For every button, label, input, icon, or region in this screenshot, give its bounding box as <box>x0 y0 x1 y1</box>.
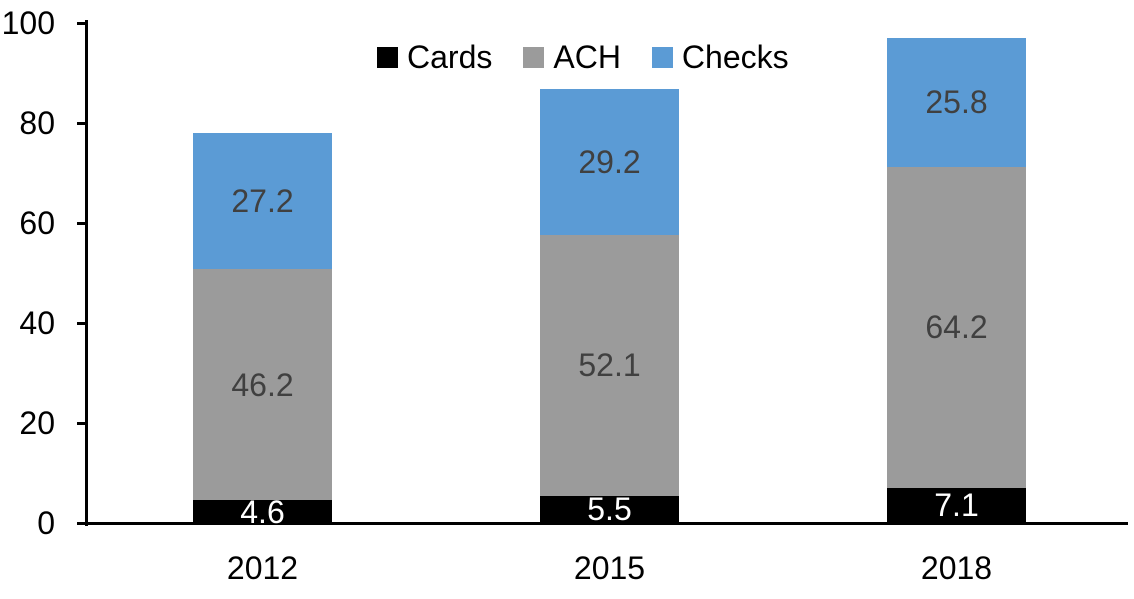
y-axis-tick <box>77 221 86 225</box>
y-axis-tick <box>77 421 86 425</box>
x-axis-line <box>77 522 1128 525</box>
bar-segment-2018-ach <box>887 166 1026 488</box>
y-axis-tick <box>77 321 86 325</box>
legend-label-cards: Cards <box>407 39 493 75</box>
legend-item-ach: ACH <box>523 40 621 74</box>
bar-segment-value-label: 64.2 <box>925 309 988 345</box>
legend-swatch-checks-icon <box>651 46 673 68</box>
bar-segment-2015-cards <box>540 495 679 523</box>
x-axis-category-label: 2018 <box>920 550 993 586</box>
bar-segment-value-label: 4.6 <box>240 493 285 530</box>
bar-segment-value-label: 29.2 <box>578 144 641 180</box>
y-axis-tick-label: 80 <box>19 105 55 141</box>
y-axis-tick <box>77 21 86 25</box>
legend-item-cards: Cards <box>377 40 492 74</box>
y-axis-tick <box>77 521 86 525</box>
y-axis-tick-label: 40 <box>19 305 55 341</box>
legend-label-ach: ACH <box>553 39 621 75</box>
y-axis-tick-label: 60 <box>19 205 55 241</box>
bar-segment-value-label: 27.2 <box>231 183 294 219</box>
y-axis-tick <box>77 121 86 125</box>
legend: Cards ACH Checks <box>377 40 789 74</box>
legend-label-checks: Checks <box>681 39 789 75</box>
bar-segment-value-label: 25.8 <box>925 84 988 120</box>
x-axis-category-label: 2015 <box>573 550 646 586</box>
bar-segment-2012-checks <box>193 133 332 269</box>
x-axis-category-label: 2012 <box>226 550 299 586</box>
y-axis-line <box>85 20 88 526</box>
bar-segment-2012-cards <box>193 500 332 523</box>
y-axis-tick-label: 0 <box>37 505 55 541</box>
bar-segment-value-label: 46.2 <box>231 366 294 403</box>
bar-segment-2018-cards <box>887 487 1026 523</box>
bar-segment-2018-checks <box>887 37 1026 167</box>
bar-segment-value-label: 52.1 <box>578 347 641 384</box>
legend-swatch-cards-icon <box>377 46 398 68</box>
legend-item-checks: Checks <box>651 39 789 75</box>
bar-segment-value-label: 5.5 <box>587 491 632 528</box>
y-axis-tick-label: 100 <box>1 5 55 41</box>
legend-swatch-ach-icon <box>523 46 545 68</box>
bar-segment-2015-checks <box>540 89 679 235</box>
bar-segment-2015-ach <box>540 235 679 496</box>
bar-segment-2012-ach <box>193 269 332 500</box>
bar-segment-value-label: 7.1 <box>934 487 979 524</box>
y-axis-tick-label: 20 <box>19 405 55 441</box>
